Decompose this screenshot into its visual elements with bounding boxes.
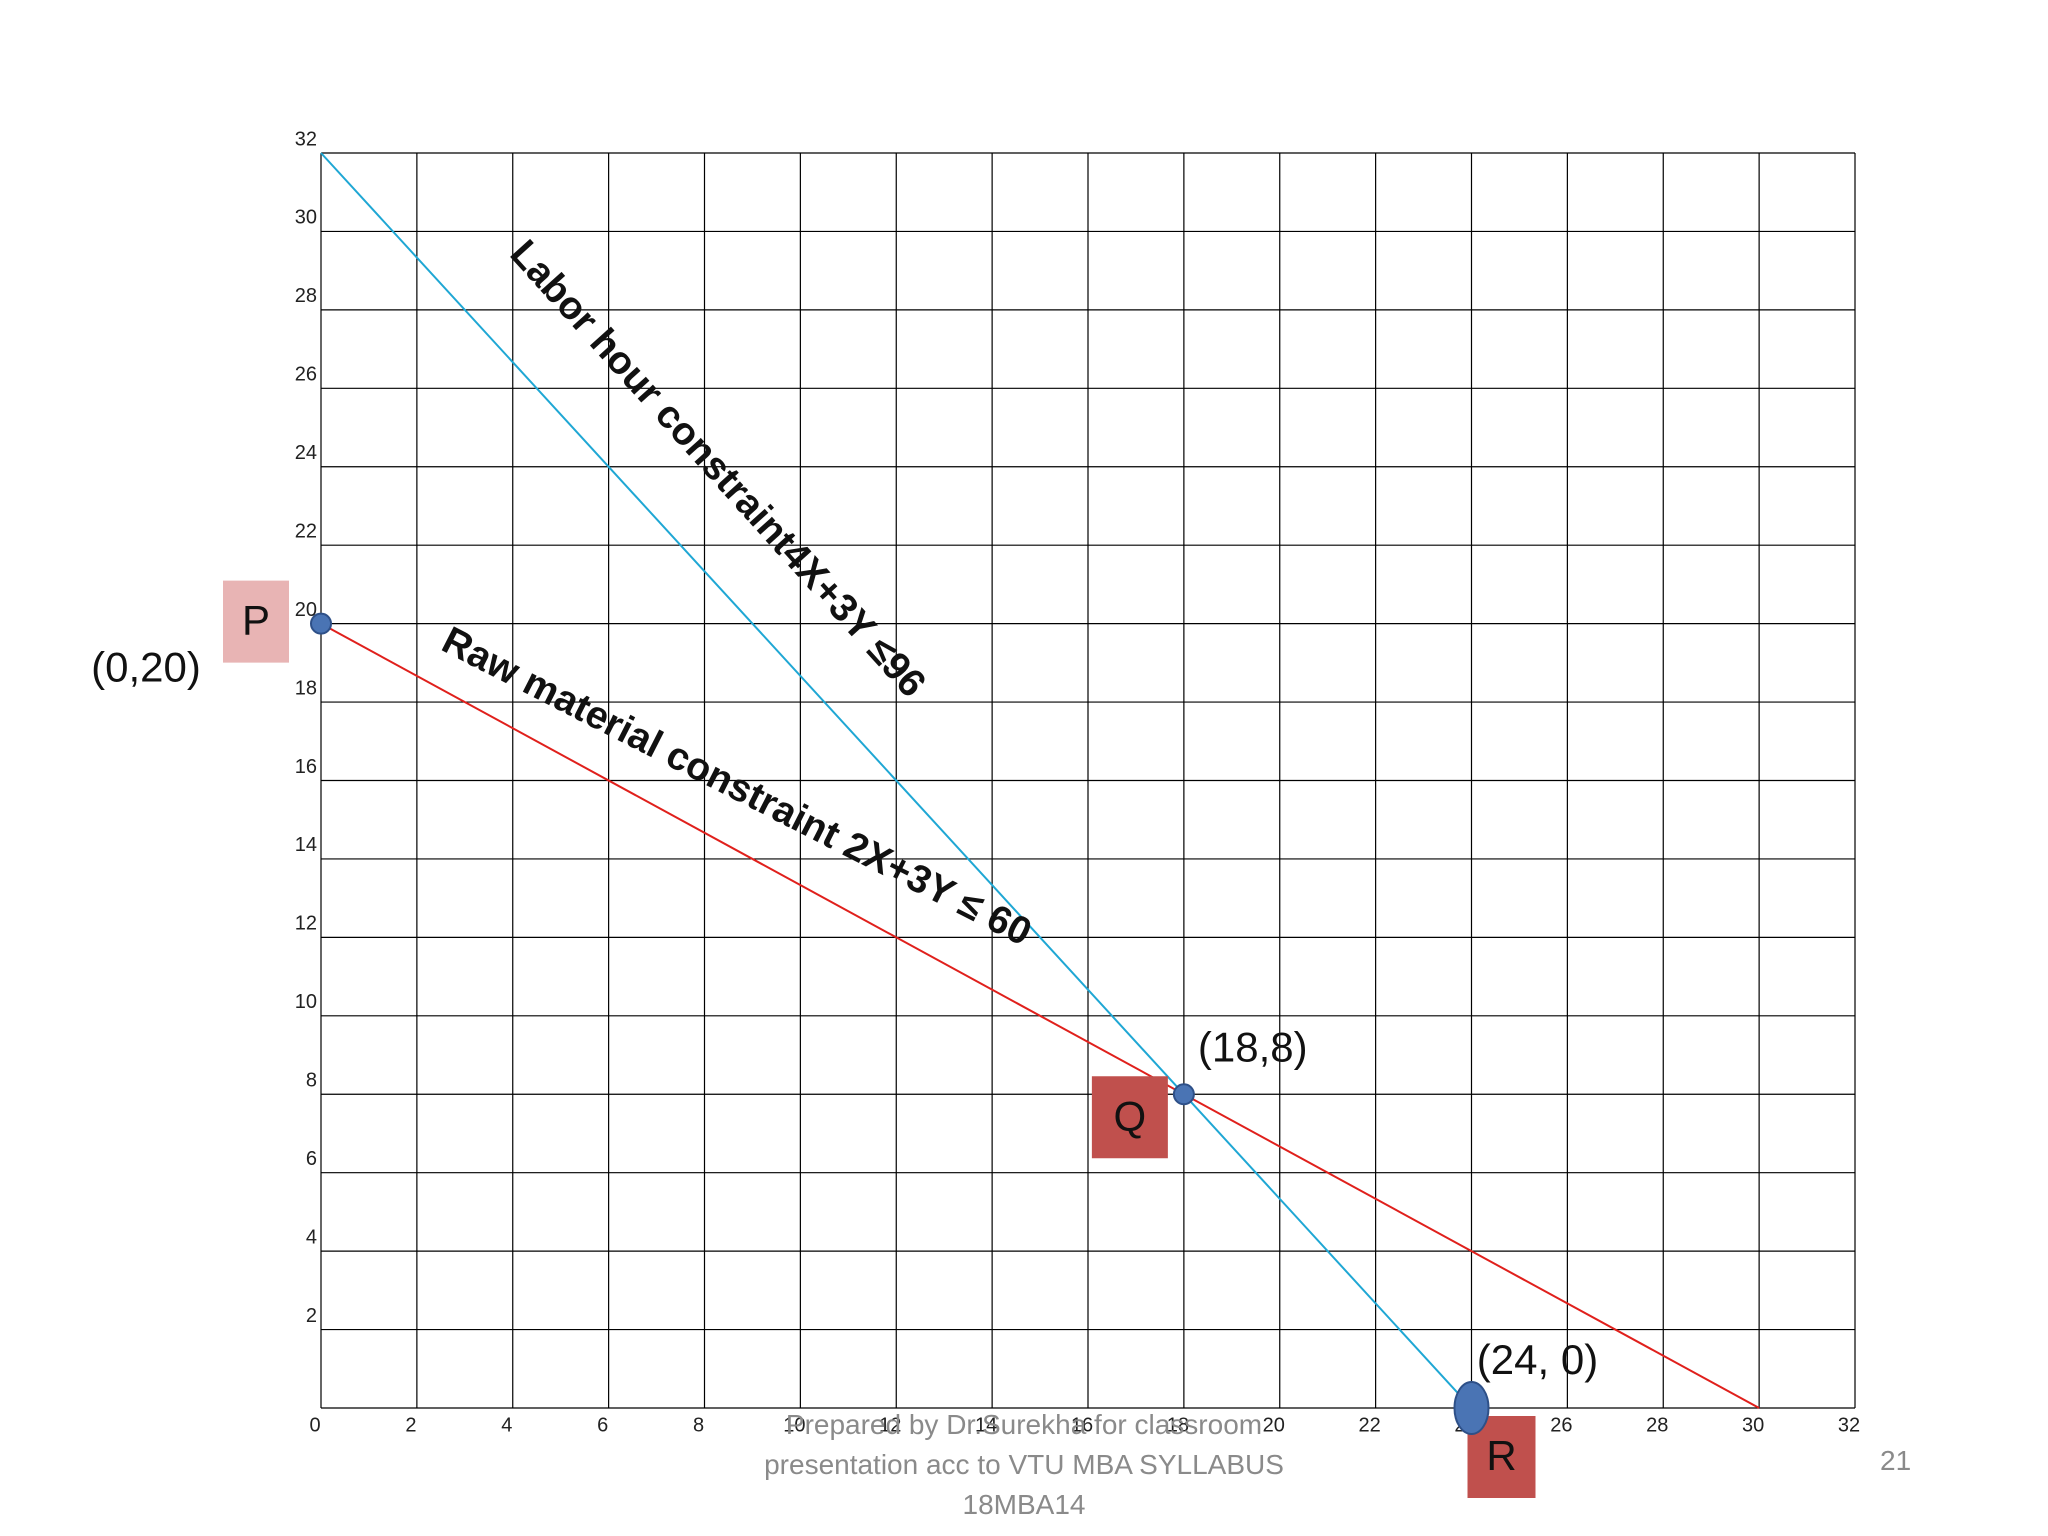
point-name: R (1486, 1432, 1516, 1479)
x-tick-label: 4 (501, 1414, 512, 1436)
y-tick-label: 32 (295, 128, 317, 150)
corner-point (1453, 1381, 1490, 1435)
constraint-line (320, 152, 1473, 1409)
corner-point (1172, 1083, 1195, 1106)
y-tick-label: 12 (295, 913, 317, 935)
x-tick-label: 0 (309, 1414, 320, 1436)
x-tick-label: 20 (1263, 1414, 1285, 1436)
x-tick-label: 22 (1359, 1414, 1381, 1436)
y-tick-label: 28 (295, 285, 317, 307)
y-tick-label: 26 (295, 364, 317, 386)
point-name: P (242, 597, 270, 644)
point-label: (18,8) (1198, 1023, 1308, 1070)
line-annotation: Labor hour constraint4X+3Y ≤96 (502, 232, 934, 705)
point-label: (24, 0) (1477, 1336, 1598, 1383)
y-tick-label: 24 (295, 442, 317, 464)
x-tick-label: 26 (1550, 1414, 1572, 1436)
point-label: (0,20) (91, 644, 201, 691)
y-tick-label: 20 (295, 599, 317, 621)
page-number: 21 (1880, 1445, 1912, 1476)
x-tick-label: 6 (597, 1414, 608, 1436)
x-tick-label: 12 (879, 1414, 901, 1436)
y-tick-label: 16 (295, 756, 317, 778)
y-tick-label: 2 (306, 1305, 317, 1327)
point-name: Q (1114, 1092, 1147, 1139)
y-tick-label: 14 (295, 834, 317, 856)
x-tick-label: 32 (1838, 1414, 1860, 1436)
y-tick-label: 6 (306, 1148, 317, 1170)
x-tick-label: 16 (1071, 1414, 1093, 1436)
x-tick-label: 2 (405, 1414, 416, 1436)
y-tick-label: 30 (295, 207, 317, 229)
footer: Prepared by Dr.Surekha for classroom pre… (764, 1409, 1284, 1520)
line-annotation: Raw material constraint 2X+3Y ≤ 60 (435, 619, 1038, 955)
y-tick-label: 4 (306, 1226, 317, 1248)
y-tick-label: 10 (295, 991, 317, 1013)
corner-point (310, 612, 332, 635)
x-tick-label: 10 (783, 1414, 805, 1436)
x-tick-label: 18 (1167, 1414, 1189, 1436)
x-tick-label: 14 (975, 1414, 997, 1436)
y-tick-label: 18 (295, 677, 317, 699)
point-box (223, 580, 289, 663)
constraint-line (320, 622, 1760, 1409)
x-tick-label: 28 (1646, 1414, 1668, 1436)
y-tick-label: 8 (306, 1070, 317, 1092)
y-tick-label: 22 (295, 520, 317, 542)
x-tick-label: 30 (1742, 1414, 1764, 1436)
x-tick-label: 8 (693, 1414, 704, 1436)
point-box (1091, 1076, 1168, 1159)
